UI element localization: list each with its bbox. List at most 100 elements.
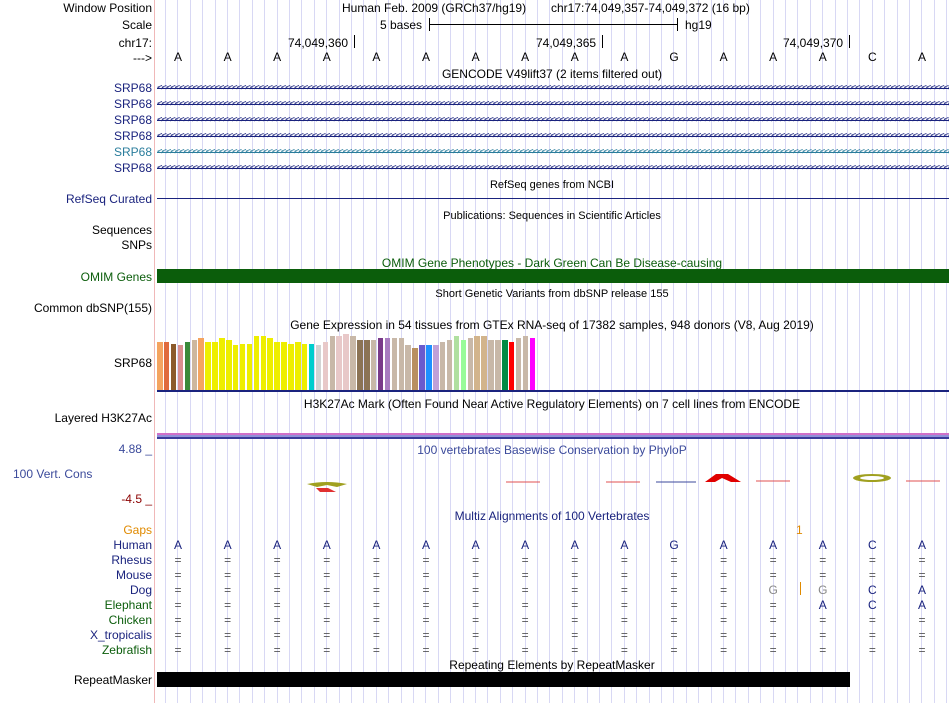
h3k27ac-track-title[interactable]: H3K27Ac Mark (Often Found Near Active Re…: [303, 397, 801, 411]
gtex-tissue-bar[interactable]: [405, 345, 411, 390]
gencode-gene-label[interactable]: SRP68: [113, 81, 152, 95]
gtex-tissue-bar[interactable]: [488, 340, 494, 390]
gtex-tissue-bar[interactable]: [474, 336, 480, 390]
repeatmasker-element[interactable]: [157, 672, 850, 687]
omim-gene-bar[interactable]: [157, 269, 949, 283]
dbsnp-track-label[interactable]: Common dbSNP(155): [33, 301, 152, 315]
gtex-tissue-bar[interactable]: [301, 344, 308, 390]
gtex-tissue-bar[interactable]: [343, 334, 349, 390]
gtex-tissue-bar[interactable]: [295, 342, 301, 390]
gtex-tissue-bar[interactable]: [453, 336, 460, 390]
species-label[interactable]: Dog: [129, 583, 152, 597]
dbsnp-track-title[interactable]: Short Genetic Variants from dbSNP releas…: [435, 288, 669, 300]
gtex-tissue-bar[interactable]: [412, 348, 418, 390]
gtex-tissue-bar[interactable]: [391, 338, 398, 390]
gtex-tissue-bar[interactable]: [329, 336, 335, 390]
gtex-tissue-bar[interactable]: [267, 338, 273, 390]
gtex-tissue-bar[interactable]: [433, 345, 439, 390]
gtex-tissue-bar[interactable]: [232, 345, 239, 390]
gtex-tissue-bar[interactable]: [170, 344, 177, 390]
gtex-tissue-bar[interactable]: [398, 338, 404, 390]
gtex-tissue-bar[interactable]: [426, 345, 432, 390]
gtex-tissue-bar[interactable]: [253, 336, 260, 390]
species-label[interactable]: X_tropicalis: [89, 628, 152, 642]
species-label[interactable]: Chicken: [108, 613, 152, 627]
gtex-tissue-bar[interactable]: [191, 340, 197, 390]
gencode-transcript[interactable]: <<<<<<<<<<<<<<<<<<<<<<<<<<<<<<<<<<<<<<<<…: [157, 147, 949, 157]
refseq-track-title[interactable]: RefSeq genes from NCBI: [489, 179, 615, 191]
species-label[interactable]: Rhesus: [111, 553, 152, 567]
refseq-track-label[interactable]: RefSeq Curated: [65, 192, 152, 206]
gencode-gene-label[interactable]: SRP68: [113, 129, 152, 143]
gtex-tissue-bar[interactable]: [315, 345, 322, 390]
gencode-transcript[interactable]: <<<<<<<<<<<<<<<<<<<<<<<<<<<<<<<<<<<<<<<<…: [157, 83, 949, 93]
gtex-bar-chart[interactable]: [157, 332, 537, 390]
species-label[interactable]: Mouse: [115, 568, 152, 582]
gtex-tissue-bar[interactable]: [446, 340, 453, 390]
gtex-tissue-bar[interactable]: [364, 340, 370, 390]
gtex-tissue-bar[interactable]: [481, 336, 487, 390]
grid-line: [562, 0, 563, 703]
gtex-tissue-bar[interactable]: [495, 340, 501, 390]
gtex-tissue-bar[interactable]: [157, 342, 163, 390]
position-text[interactable]: chr17:74,049,357-74,049,372 (16 bp): [551, 1, 750, 15]
gtex-tissue-bar[interactable]: [226, 340, 232, 390]
omim-track-title[interactable]: OMIM Gene Phenotypes - Dark Green Can Be…: [381, 256, 723, 270]
gtex-tissue-bar[interactable]: [308, 344, 315, 390]
gencode-gene-label[interactable]: SRP68: [113, 113, 152, 127]
phylop-track-title[interactable]: 100 vertebrates Basewise Conservation by…: [417, 443, 687, 457]
gtex-tissue-bar[interactable]: [439, 342, 446, 390]
gencode-transcript[interactable]: <<<<<<<<<<<<<<<<<<<<<<<<<<<<<<<<<<<<<<<<…: [157, 115, 949, 125]
repeatmasker-track-label[interactable]: RepeatMasker: [73, 673, 152, 687]
species-label[interactable]: Human: [113, 538, 152, 552]
species-label[interactable]: Zebrafish: [101, 643, 152, 657]
gtex-tissue-bar[interactable]: [508, 342, 515, 390]
gtex-tissue-bar[interactable]: [336, 336, 342, 390]
gtex-tissue-bar[interactable]: [198, 338, 204, 390]
multiz-track-title[interactable]: Multiz Alignments of 100 Vertebrates: [454, 509, 650, 523]
phylop-track-label[interactable]: 100 Vert. Cons: [13, 467, 93, 481]
gencode-transcript[interactable]: <<<<<<<<<<<<<<<<<<<<<<<<<<<<<<<<<<<<<<<<…: [157, 163, 949, 173]
gtex-tissue-bar[interactable]: [357, 340, 363, 390]
gtex-tissue-bar[interactable]: [260, 336, 266, 390]
gtex-tissue-bar[interactable]: [419, 345, 425, 390]
gtex-tissue-bar[interactable]: [467, 338, 473, 390]
omim-track-label[interactable]: OMIM Genes: [80, 270, 152, 284]
refseq-gene-line[interactable]: [157, 198, 949, 199]
gtex-tissue-bar[interactable]: [239, 344, 246, 390]
gencode-gene-label[interactable]: SRP68: [113, 145, 152, 159]
gtex-tissue-bar[interactable]: [384, 338, 391, 390]
gtex-tissue-bar[interactable]: [515, 338, 522, 390]
gencode-track-title[interactable]: GENCODE V49lift37 (2 items filtered out): [441, 67, 663, 81]
gtex-tissue-bar[interactable]: [529, 338, 536, 390]
gtex-track-title[interactable]: Gene Expression in 54 tissues from GTEx …: [290, 318, 814, 332]
gencode-gene-label[interactable]: SRP68: [113, 161, 152, 175]
gtex-tissue-bar[interactable]: [281, 342, 287, 390]
gtex-tissue-bar[interactable]: [370, 340, 377, 390]
gtex-track-label[interactable]: SRP68: [113, 356, 152, 370]
gtex-tissue-bar[interactable]: [288, 344, 294, 390]
gtex-tissue-bar[interactable]: [502, 340, 508, 390]
gtex-tissue-bar[interactable]: [350, 336, 356, 390]
gtex-tissue-bar[interactable]: [205, 342, 211, 390]
gencode-transcript[interactable]: <<<<<<<<<<<<<<<<<<<<<<<<<<<<<<<<<<<<<<<<…: [157, 99, 949, 109]
gtex-tissue-bar[interactable]: [212, 342, 218, 390]
h3k27ac-track-label[interactable]: Layered H3K27Ac: [54, 411, 152, 425]
gtex-tissue-bar[interactable]: [184, 342, 191, 390]
gtex-tissue-bar[interactable]: [163, 342, 170, 390]
gencode-gene-label[interactable]: SRP68: [113, 97, 152, 111]
gtex-tissue-bar[interactable]: [460, 340, 467, 390]
repeatmasker-track-title[interactable]: Repeating Elements by RepeatMasker: [449, 658, 655, 672]
gtex-tissue-bar[interactable]: [377, 338, 384, 390]
sequences-track-label[interactable]: Sequences: [91, 223, 152, 237]
species-label[interactable]: Elephant: [104, 598, 152, 612]
gtex-tissue-bar[interactable]: [274, 342, 280, 390]
gtex-tissue-bar[interactable]: [322, 342, 329, 390]
publications-track-title[interactable]: Publications: Sequences in Scientific Ar…: [443, 210, 661, 222]
gtex-tissue-bar[interactable]: [177, 345, 184, 390]
gtex-tissue-bar[interactable]: [522, 336, 529, 390]
gtex-tissue-bar[interactable]: [246, 344, 253, 390]
gtex-tissue-bar[interactable]: [219, 338, 225, 390]
gencode-transcript[interactable]: <<<<<<<<<<<<<<<<<<<<<<<<<<<<<<<<<<<<<<<<…: [157, 131, 949, 141]
snps-track-label[interactable]: SNPs: [121, 238, 152, 252]
